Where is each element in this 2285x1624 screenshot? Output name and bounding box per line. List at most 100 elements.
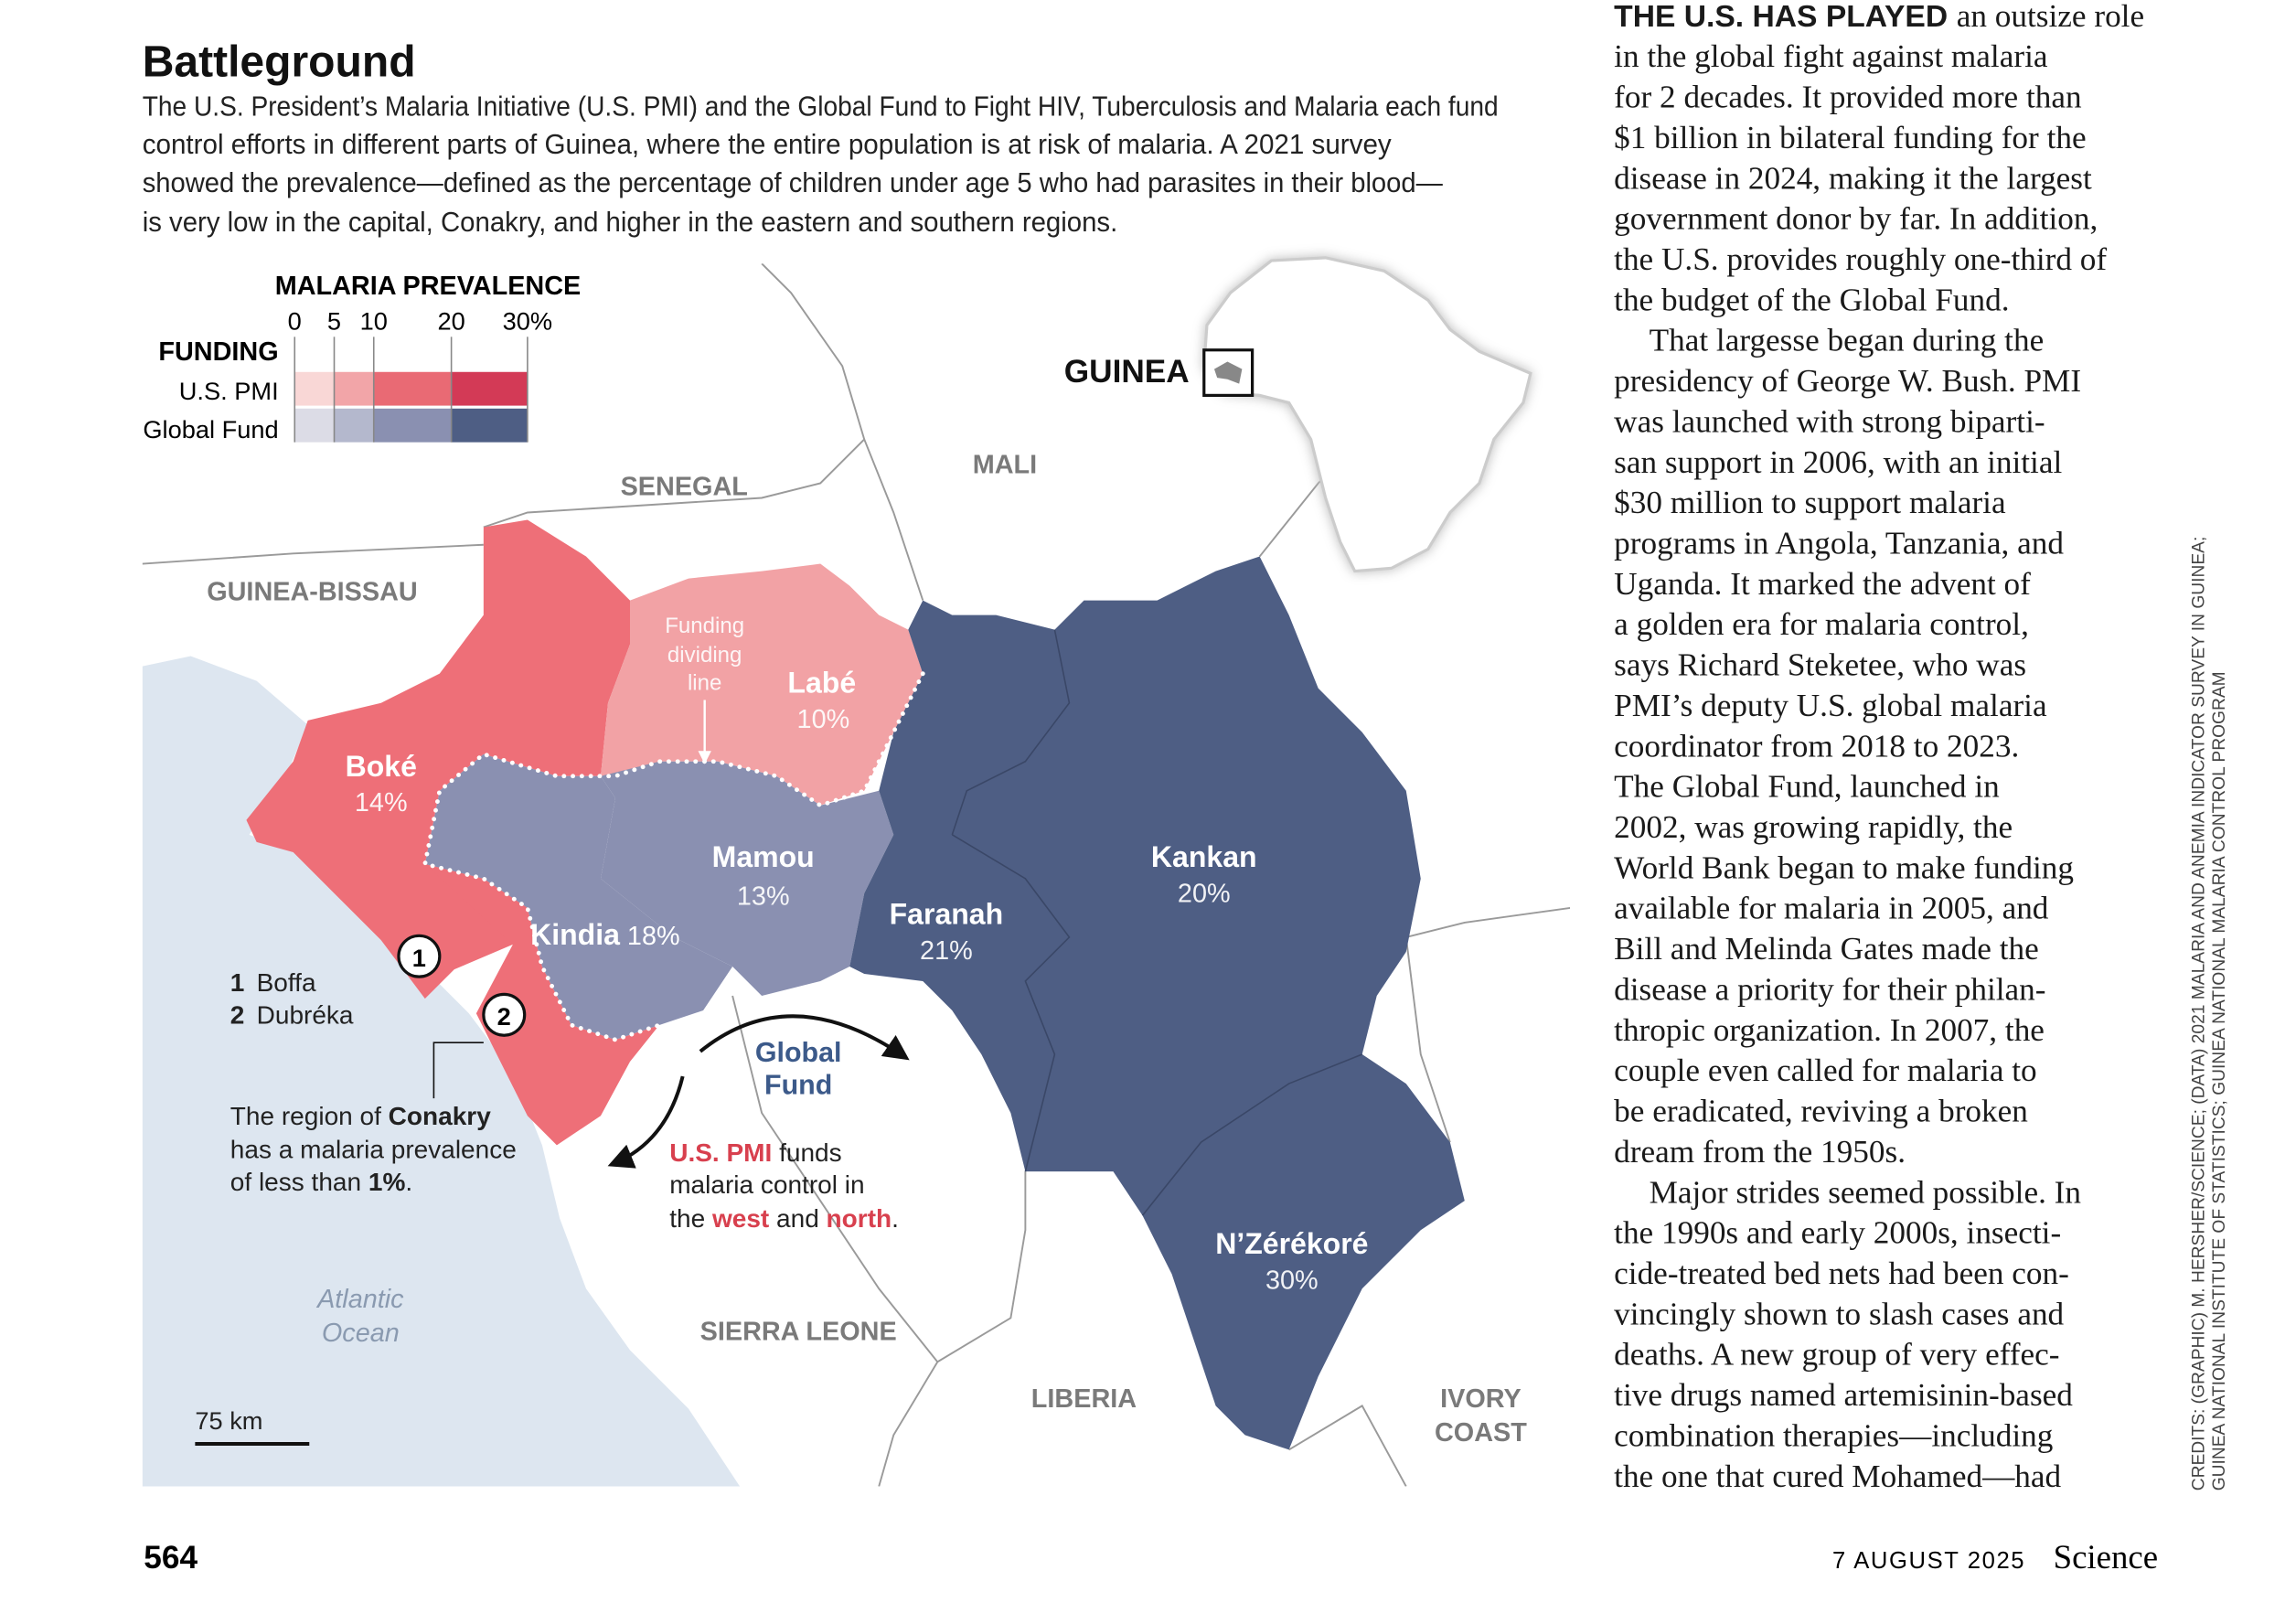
article-line: programs in Angola, Tanzania, and <box>1614 526 2064 561</box>
legend-tick-label: 20 <box>437 306 464 335</box>
region-east <box>849 556 1465 1450</box>
article-line: THE U.S. HAS PLAYED an outsize role <box>1614 0 2144 34</box>
article-line: government donor by far. In addition, <box>1614 201 2098 237</box>
legend-swatch <box>334 408 374 443</box>
legend-swatch <box>373 408 452 443</box>
subtitle-line: is very low in the capital, Conakry, and… <box>143 207 1118 238</box>
article-line: $30 million to support malaria <box>1614 485 2006 520</box>
note-text: of less than <box>230 1168 368 1196</box>
region-name: Kankan <box>1151 840 1257 873</box>
country-label: SENEGAL <box>621 472 748 501</box>
region-name: N’Zérékoré <box>1215 1227 1368 1260</box>
list-name: Dubréka <box>257 1000 354 1029</box>
legend-tick-label: 30% <box>503 306 552 335</box>
article-line: be eradicated, reviving a broken <box>1614 1094 2028 1129</box>
inset: GUINEA <box>1064 256 1532 573</box>
article-line: the 1990s and early 2000s, insecti- <box>1614 1215 2061 1251</box>
article-line: combination therapies—including <box>1614 1417 2053 1453</box>
dividing-label: Funding dividing line <box>665 614 744 695</box>
dividing-label-line: line <box>688 670 721 695</box>
note-text: and <box>769 1204 826 1233</box>
region-kindia-pmi <box>424 863 660 1146</box>
legend-tick-label: 10 <box>360 306 388 335</box>
legend-tick-label: 0 <box>288 306 302 335</box>
note-text: 1% <box>368 1168 406 1196</box>
inset-guinea <box>1213 361 1243 384</box>
note-text: funds <box>772 1138 841 1167</box>
note-text: has a malaria prevalence <box>230 1136 517 1164</box>
gf-label: Fund <box>764 1069 832 1100</box>
title: Battleground <box>143 37 416 86</box>
subtitle: The U.S. President’s Malaria Initiative … <box>143 91 1499 239</box>
subtitle-line: showed the prevalence—defined as the per… <box>143 167 1444 198</box>
country-label: IVORY <box>1440 1384 1522 1414</box>
article-line: presidency of George W. Bush. PMI <box>1614 363 2081 399</box>
article-line: That largesse began during the <box>1650 323 2045 358</box>
article-line: cide-treated bed nets had been con- <box>1614 1255 2069 1291</box>
credits: CREDITS: (GRAPHIC) M. HERSHER/SCIENCE; (… <box>2190 537 2229 1491</box>
legend-swatch <box>451 371 528 406</box>
article-line: $1 billion in bilateral funding for the <box>1614 120 2086 155</box>
place-number: 2 <box>497 1002 511 1031</box>
dividing-label-line: dividing <box>667 643 742 668</box>
place-number: 1 <box>412 944 426 972</box>
article-line: deaths. A new group of very effec- <box>1614 1337 2059 1373</box>
article-line: PMI’s deputy U.S. global malaria <box>1614 688 2047 723</box>
article-line: disease in 2024, making it the largest <box>1614 160 2092 196</box>
country-label: MALI <box>973 450 1037 479</box>
credit-line: CREDITS: (GRAPHIC) M. HERSHER/SCIENCE; (… <box>2190 537 2209 1491</box>
page-number: 564 <box>144 1540 198 1576</box>
subtitle-line: The U.S. President’s Malaria Initiative … <box>143 91 1499 123</box>
region-name: Kindia <box>530 918 621 951</box>
note-text: U.S. PMI <box>669 1138 772 1167</box>
region-prevalence: 21% <box>920 936 973 966</box>
article-line: Major strides seemed possible. In <box>1650 1174 2082 1210</box>
article-line: a golden era for malaria control, <box>1614 606 2029 642</box>
country-label: COAST <box>1435 1418 1527 1448</box>
legend-row: U.S. PMI <box>179 377 279 405</box>
legend-swatch <box>373 371 452 406</box>
region-prevalence: 13% <box>737 882 790 912</box>
conakry-note: The region of Conakry <box>230 1102 491 1130</box>
journal: Science <box>2054 1538 2159 1576</box>
region-label: Kindia 18% <box>530 918 680 951</box>
region-name: Labé <box>787 666 856 699</box>
article-line: coordinator from 2018 to 2023. <box>1614 728 2019 764</box>
article-line: vincingly shown to slash cases and <box>1614 1296 2064 1331</box>
region-prevalence: 10% <box>797 705 850 734</box>
region-name: Boké <box>346 750 417 783</box>
legend-swatch <box>294 371 335 406</box>
legend-swatch <box>294 408 335 443</box>
place-marker <box>482 992 527 1037</box>
country-label: LIBERIA <box>1031 1384 1137 1414</box>
article-line: in the global fight against malaria <box>1614 38 2048 74</box>
article-text: an outsize role <box>1957 0 2144 34</box>
ocean <box>142 656 741 1487</box>
article-line: the one that cured Mohamed—had <box>1614 1458 2061 1494</box>
region-kindia-gf <box>424 753 733 1041</box>
note-text: north <box>827 1204 892 1233</box>
note-text: malaria control in <box>669 1170 864 1199</box>
note-text: Conakry <box>389 1102 492 1130</box>
ocean-label: Ocean <box>322 1319 400 1348</box>
article-lead: THE U.S. HAS PLAYED <box>1614 0 1948 34</box>
legend-swatch <box>451 408 528 443</box>
note-text: west <box>711 1204 769 1233</box>
pmi-note: the west and north. <box>669 1204 899 1233</box>
list-number: 2 <box>230 1000 245 1029</box>
list-number: 1 <box>230 968 245 997</box>
article-line: disease a priority for their philan- <box>1614 971 2045 1007</box>
article-line: for 2 decades. It provided more than <box>1614 80 2082 115</box>
article-line: the budget of the Global Fund. <box>1614 282 2009 317</box>
article-line: tive drugs named artemisinin-based <box>1614 1377 2073 1413</box>
region-prevalence: 20% <box>1178 879 1231 908</box>
legend-row-header: FUNDING <box>158 337 278 367</box>
pmi-arrow <box>607 1075 685 1169</box>
region-prevalence: 30% <box>1265 1266 1319 1295</box>
legend-swatch <box>334 371 374 406</box>
article-line: dream from the 1950s. <box>1614 1134 1906 1170</box>
dividing-label-line: Funding <box>665 614 744 638</box>
article-line: couple even called for malaria to <box>1614 1052 2037 1088</box>
article-line: Bill and Melinda Gates made the <box>1614 931 2039 967</box>
